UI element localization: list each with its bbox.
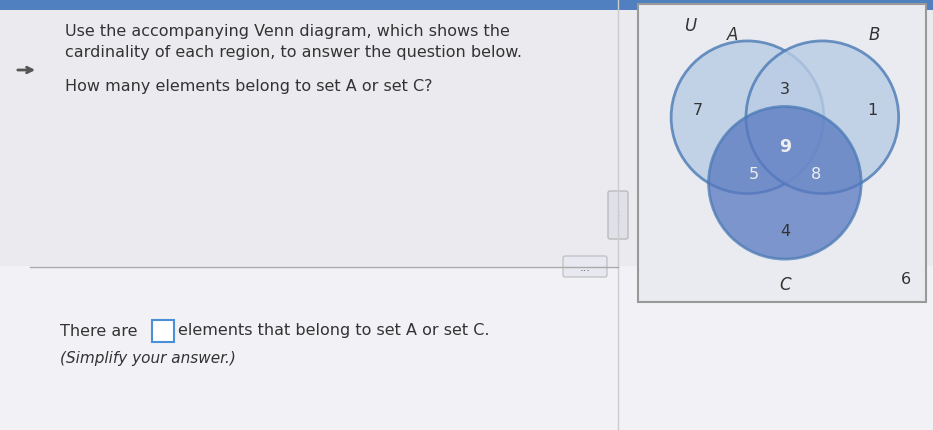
Text: (Simplify your answer.): (Simplify your answer.) bbox=[60, 351, 236, 366]
Text: cardinality of each region, to answer the question below.: cardinality of each region, to answer th… bbox=[65, 46, 522, 60]
Text: U: U bbox=[684, 17, 696, 35]
Text: C: C bbox=[779, 276, 790, 293]
FancyBboxPatch shape bbox=[608, 191, 628, 240]
Text: 7: 7 bbox=[693, 103, 703, 118]
Text: 5: 5 bbox=[748, 167, 759, 182]
FancyBboxPatch shape bbox=[0, 0, 933, 267]
Circle shape bbox=[708, 107, 861, 260]
Text: A: A bbox=[728, 26, 739, 44]
Text: elements that belong to set A or set C.: elements that belong to set A or set C. bbox=[178, 323, 490, 338]
FancyBboxPatch shape bbox=[563, 256, 607, 277]
FancyBboxPatch shape bbox=[152, 320, 174, 342]
Circle shape bbox=[746, 42, 898, 194]
Circle shape bbox=[671, 42, 824, 194]
Text: B: B bbox=[869, 26, 880, 44]
Text: 8: 8 bbox=[811, 167, 821, 182]
Text: 1: 1 bbox=[867, 103, 877, 118]
Text: 6: 6 bbox=[900, 271, 911, 286]
Text: 4: 4 bbox=[780, 223, 790, 238]
Text: 3: 3 bbox=[780, 82, 790, 96]
Text: Use the accompanying Venn diagram, which shows the: Use the accompanying Venn diagram, which… bbox=[65, 24, 509, 38]
FancyBboxPatch shape bbox=[0, 267, 933, 430]
Text: How many elements belong to set A or set C?: How many elements belong to set A or set… bbox=[65, 78, 433, 93]
Text: ...: ... bbox=[579, 262, 591, 272]
Text: ⋮: ⋮ bbox=[612, 211, 623, 221]
Text: 9: 9 bbox=[779, 138, 791, 156]
FancyBboxPatch shape bbox=[638, 5, 926, 302]
Text: There are: There are bbox=[60, 323, 137, 338]
FancyBboxPatch shape bbox=[0, 0, 933, 11]
